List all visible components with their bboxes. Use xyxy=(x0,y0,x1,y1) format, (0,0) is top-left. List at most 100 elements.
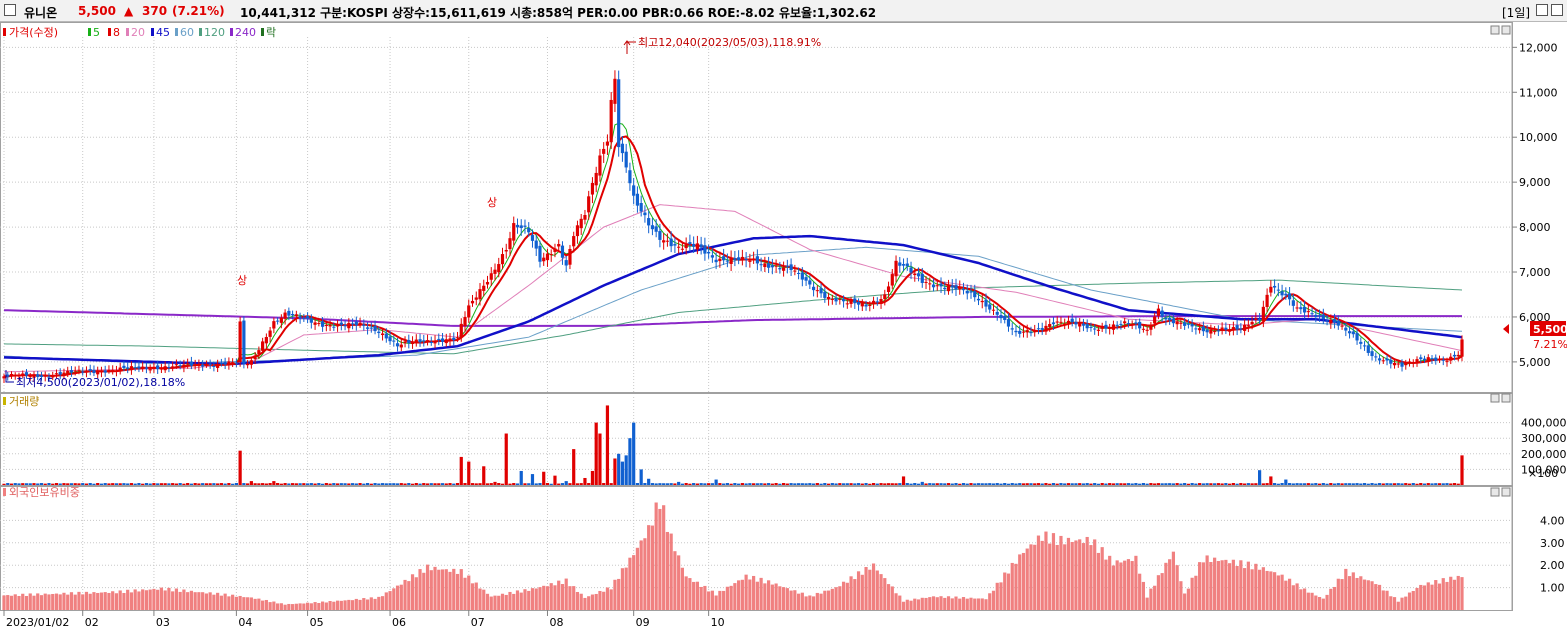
foreign-bar xyxy=(1160,573,1164,610)
foreign-bar xyxy=(189,590,194,610)
volume-bar xyxy=(995,483,999,485)
foreign-bar xyxy=(470,583,475,610)
candle-body xyxy=(632,185,636,196)
foreign-bar xyxy=(1419,584,1423,610)
foreign-bar xyxy=(1321,598,1325,610)
volume-bar xyxy=(122,483,126,485)
volume-bar xyxy=(440,483,445,485)
volume-bar xyxy=(43,483,47,485)
volume-bars xyxy=(2,405,1464,485)
volume-bar xyxy=(1126,483,1131,485)
foreign-bar xyxy=(13,594,17,610)
volume-bar xyxy=(1351,483,1355,485)
foreign-bar xyxy=(898,595,902,610)
foreign-bar xyxy=(171,591,175,610)
foreign-bar xyxy=(819,593,823,610)
foreign-bar xyxy=(1332,586,1337,610)
volume-bar xyxy=(815,483,819,485)
period-selector[interactable]: [1일] xyxy=(1502,6,1531,20)
foreign-bar xyxy=(654,502,658,610)
foreign-bar xyxy=(77,591,81,610)
foreign-bar xyxy=(969,597,973,610)
maximize-icon[interactable] xyxy=(1536,4,1548,16)
volume-bar xyxy=(234,483,238,485)
foreign-bar xyxy=(253,598,257,610)
volume-bar xyxy=(1119,483,1123,485)
volume-legend: 거래량 xyxy=(3,395,39,408)
foreign-bar xyxy=(958,598,962,610)
foreign-bar xyxy=(1456,575,1460,610)
close-icon[interactable] xyxy=(1551,4,1563,16)
volume-bar xyxy=(598,433,602,485)
volume-bar xyxy=(1434,483,1438,485)
candle-body xyxy=(1081,323,1086,326)
volume-bar xyxy=(489,483,493,485)
candle-body xyxy=(1220,327,1224,329)
candle-body xyxy=(1419,357,1423,360)
candle-body xyxy=(635,193,640,206)
foreign-bar xyxy=(1336,578,1340,610)
foreign-bar xyxy=(212,594,216,610)
volume-bar xyxy=(823,483,827,485)
volume-bar xyxy=(159,483,164,485)
candle-body xyxy=(1063,323,1067,325)
volume-bar xyxy=(253,483,257,485)
foreign-bar xyxy=(163,590,167,610)
stock-info: 10,441,312 구분:KOSPI 상장수:15,611,619 시총:85… xyxy=(240,6,877,20)
candle-body xyxy=(324,325,328,327)
volume-bar xyxy=(272,481,276,485)
volume-bar xyxy=(609,483,613,485)
select-checkbox[interactable] xyxy=(4,4,16,16)
foreign-bar xyxy=(617,578,621,610)
volume-bar xyxy=(512,483,516,485)
candle-body xyxy=(343,325,347,327)
volume-bar xyxy=(1224,483,1228,485)
volume-bar xyxy=(1074,483,1078,485)
volume-bar xyxy=(335,483,340,485)
x-tick-label: 06 xyxy=(392,616,406,629)
candle-body xyxy=(1156,308,1161,316)
volume-bar xyxy=(313,483,317,485)
price-y-tick-label: 11,000 xyxy=(1519,86,1558,99)
candle-body xyxy=(845,303,849,305)
candle-body xyxy=(1160,310,1164,317)
candle-body xyxy=(219,363,223,365)
volume-bar xyxy=(875,483,879,485)
candle-body xyxy=(680,248,685,250)
foreign-bar xyxy=(197,592,201,610)
volume-bar xyxy=(1228,483,1232,485)
foreign-bar xyxy=(478,588,482,610)
candle-body xyxy=(594,172,598,186)
foreign-bar xyxy=(984,599,988,610)
foreign-bar xyxy=(313,602,317,610)
foreign-bar xyxy=(324,602,328,610)
candle-body xyxy=(1460,339,1464,357)
candle-body xyxy=(946,286,951,292)
volume-bar xyxy=(1329,483,1333,485)
volume-bar xyxy=(834,483,838,485)
foreign-bar xyxy=(186,592,190,610)
candle-body xyxy=(201,364,205,367)
candle-body xyxy=(47,376,51,378)
volume-bar xyxy=(924,483,928,485)
volume-bar xyxy=(733,483,737,485)
volume-bar xyxy=(2,483,6,485)
foreign-bar xyxy=(519,592,523,610)
foreign-bar xyxy=(1366,580,1370,610)
foreign-bar xyxy=(1396,601,1400,610)
volume-bar xyxy=(973,483,977,485)
foreign-bar xyxy=(84,591,89,610)
candle-body xyxy=(111,369,115,371)
foreign-bar xyxy=(380,596,385,610)
foreign-bar xyxy=(141,589,145,610)
volume-bar xyxy=(276,483,280,485)
volume-bar xyxy=(24,483,29,485)
foreign-bar xyxy=(669,533,673,610)
volume-bar xyxy=(826,483,831,485)
candle-body xyxy=(1377,358,1382,361)
candle-body xyxy=(564,260,568,266)
foreign-bar xyxy=(609,589,613,610)
foreign-bar xyxy=(1302,588,1307,610)
candle-body xyxy=(1426,357,1430,362)
foreign-bar xyxy=(553,585,557,610)
